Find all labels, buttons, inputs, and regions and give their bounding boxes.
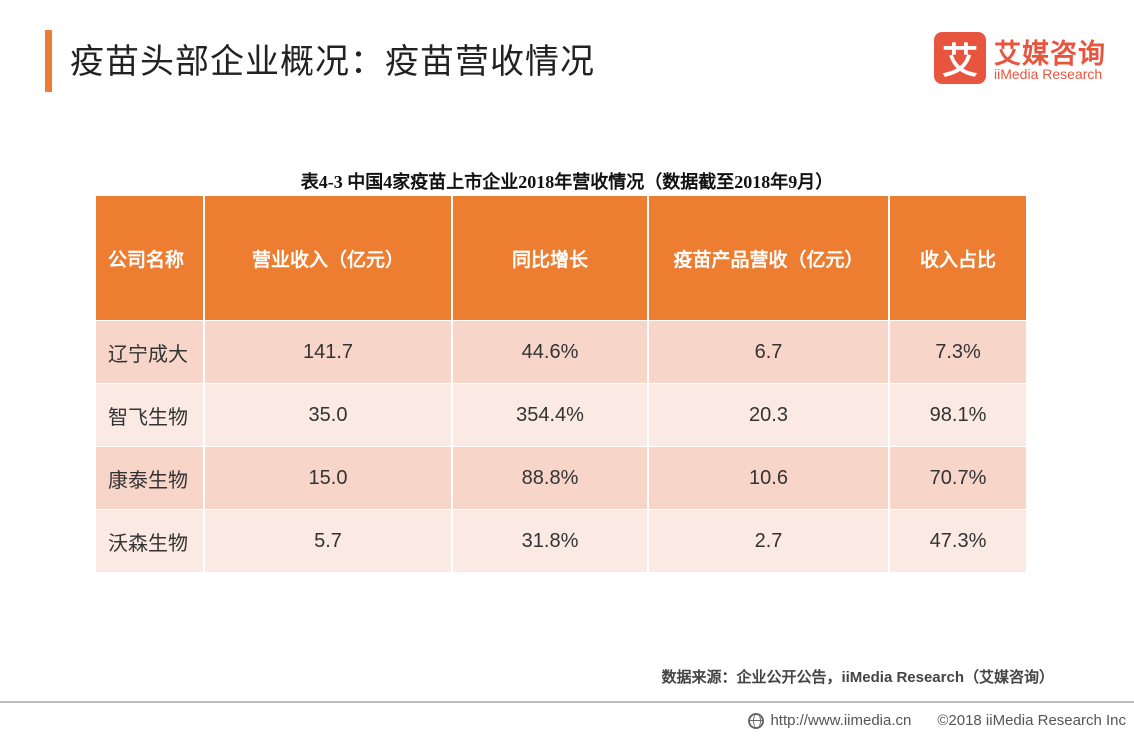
revenue-cell: 5.7 bbox=[204, 509, 453, 572]
data-source-note: 数据来源：企业公开公告，iiMedia Research（艾媒咨询） bbox=[661, 669, 1054, 686]
page-title: 疫苗头部企业概况：疫苗营收情况 bbox=[70, 43, 595, 81]
logo-chinese-name: 艾媒咨询 bbox=[994, 39, 1106, 69]
growth-cell: 354.4% bbox=[452, 383, 649, 447]
share-cell: 98.1% bbox=[889, 383, 1026, 447]
revenue-cell: 15.0 bbox=[204, 446, 453, 510]
table-row: 辽宁成大 141.7 44.6% 6.7 7.3% bbox=[96, 320, 1026, 384]
share-cell: 7.3% bbox=[889, 320, 1026, 384]
logo-mark: 艾 bbox=[934, 32, 986, 84]
logo-english-name: iiMedia Research bbox=[994, 66, 1103, 82]
growth-cell: 88.8% bbox=[452, 446, 649, 510]
vaccine-revenue-cell: 6.7 bbox=[648, 320, 890, 384]
globe-icon bbox=[748, 712, 765, 729]
table-header-row: 公司名称 营业收入（亿元） 同比增长 疫苗产品营收（亿元） 收入占比 bbox=[96, 196, 1026, 321]
column-header: 疫苗产品营收（亿元） bbox=[648, 196, 890, 321]
column-header: 同比增长 bbox=[452, 196, 649, 321]
column-header: 营业收入（亿元） bbox=[204, 196, 453, 321]
column-header: 收入占比 bbox=[889, 196, 1026, 321]
iimedia-logo: 艾 艾媒咨询 iiMedia Research bbox=[934, 32, 1114, 86]
share-cell: 70.7% bbox=[889, 446, 1026, 510]
title-accent-bar bbox=[45, 30, 52, 92]
vaccine-revenue-cell: 10.6 bbox=[648, 446, 890, 510]
table-row: 智飞生物 35.0 354.4% 20.3 98.1% bbox=[96, 383, 1026, 447]
table-row: 沃森生物 5.7 31.8% 2.7 47.3% bbox=[96, 509, 1026, 572]
column-header: 公司名称 bbox=[96, 196, 205, 321]
footer-url[interactable]: http://www.iimedia.cn bbox=[770, 712, 912, 729]
company-name-cell: 智飞生物 bbox=[96, 383, 205, 447]
footer-divider bbox=[0, 701, 1134, 703]
company-name-cell: 辽宁成大 bbox=[96, 320, 205, 384]
company-name-cell: 沃森生物 bbox=[96, 509, 205, 572]
share-cell: 47.3% bbox=[889, 509, 1026, 572]
revenue-cell: 35.0 bbox=[204, 383, 453, 447]
company-name-cell: 康泰生物 bbox=[96, 446, 205, 510]
vaccine-revenue-cell: 2.7 bbox=[648, 509, 890, 572]
vaccine-revenue-cell: 20.3 bbox=[648, 383, 890, 447]
revenue-table: 公司名称 营业收入（亿元） 同比增长 疫苗产品营收（亿元） 收入占比 辽宁成大 … bbox=[96, 196, 1026, 572]
growth-cell: 31.8% bbox=[452, 509, 649, 572]
revenue-cell: 141.7 bbox=[204, 320, 453, 384]
table-row: 康泰生物 15.0 88.8% 10.6 70.7% bbox=[96, 446, 1026, 510]
footer-copyright: ©2018 iiMedia Research Inc bbox=[937, 712, 1126, 729]
footer: http://www.iimedia.cn ©2018 iiMedia Rese… bbox=[748, 712, 1126, 729]
table-caption: 表4-3 中国4家疫苗上市企业2018年营收情况（数据截至2018年9月） bbox=[300, 172, 834, 192]
growth-cell: 44.6% bbox=[452, 320, 649, 384]
